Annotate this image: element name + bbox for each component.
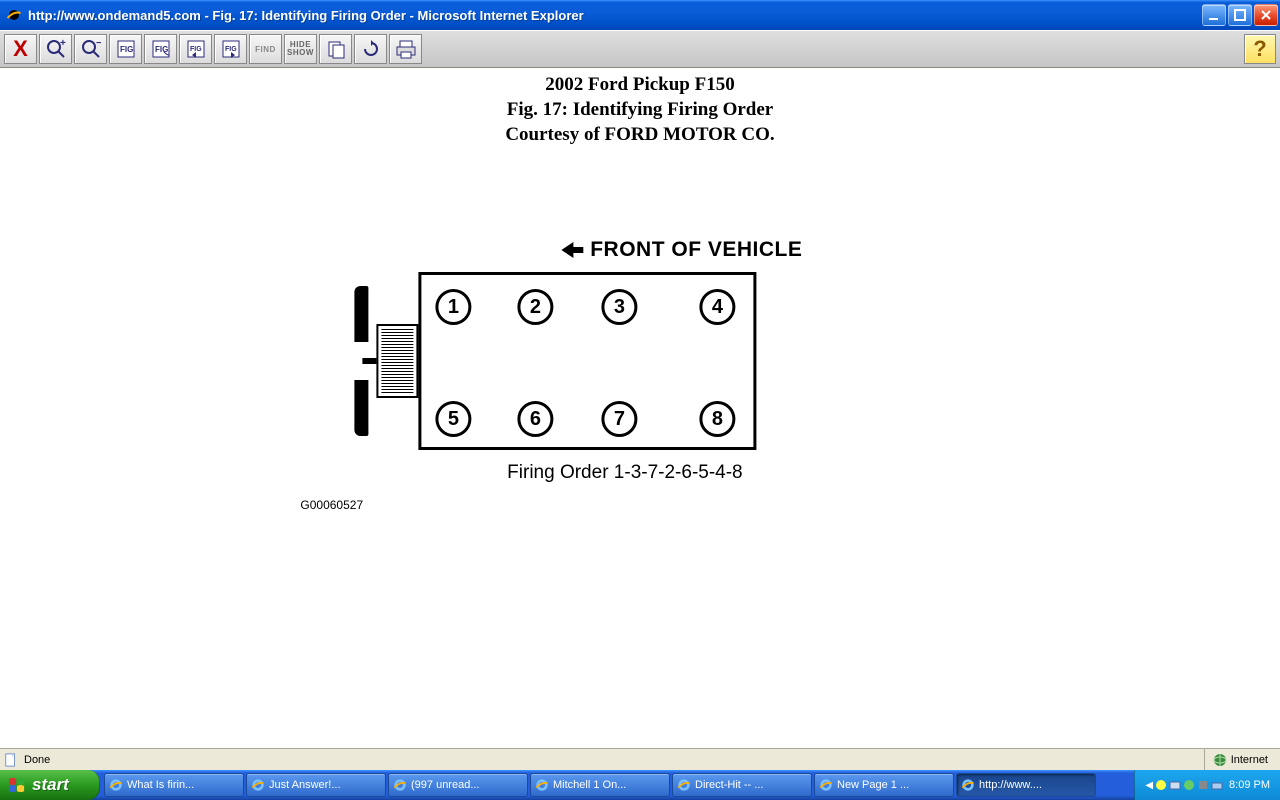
window-title: http://www.ondemand5.com - Fig. 17: Iden… xyxy=(28,8,1200,23)
cylinder-5: 5 xyxy=(435,401,471,437)
firing-order-label: Firing Order 1-3-7-2-6-5-4-8 xyxy=(417,462,832,484)
refresh-button[interactable] xyxy=(354,34,387,64)
fig-button-1[interactable]: FIG xyxy=(109,34,142,64)
firing-order-diagram: FRONT OF VEHICLE 1 2 3 4 5 6 7 8 Firing Order 1… xyxy=(312,238,832,512)
svg-text:FIG: FIG xyxy=(190,46,202,53)
cylinder-7: 7 xyxy=(601,401,637,437)
fig-next-button[interactable]: FIG xyxy=(214,34,247,64)
svg-text:+: + xyxy=(60,39,66,49)
heading-line-2: Fig. 17: Identifying Firing Order xyxy=(0,97,1280,122)
help-button[interactable]: ? xyxy=(1244,34,1276,64)
taskbar-task[interactable]: Just Answer!... xyxy=(246,773,386,797)
taskbar-task[interactable]: http://www.... xyxy=(956,773,1096,797)
zoom-out-button[interactable]: − xyxy=(74,34,107,64)
hide-show-button[interactable]: HIDESHOW xyxy=(284,34,317,64)
cylinder-6: 6 xyxy=(517,401,553,437)
cylinder-1: 1 xyxy=(435,289,471,325)
fan-icon xyxy=(346,286,371,436)
cylinder-4: 4 xyxy=(699,289,735,325)
windows-flag-icon xyxy=(8,777,26,793)
tray-icons: ◀ xyxy=(1145,779,1223,791)
fan-hub xyxy=(376,324,418,398)
taskbar-task[interactable]: Mitchell 1 On... xyxy=(530,773,670,797)
page-heading: 2002 Ford Pickup F150 Fig. 17: Identifyi… xyxy=(0,68,1280,147)
svg-text:FIG: FIG xyxy=(120,45,133,54)
left-arrow-icon xyxy=(562,242,584,258)
fig-prev-button[interactable]: FIG xyxy=(179,34,212,64)
system-tray: ◀ 8:09 PM xyxy=(1134,770,1280,800)
find-button[interactable]: FIND xyxy=(249,34,282,64)
engine-block: 1 2 3 4 5 6 7 8 xyxy=(368,266,832,456)
toolbar: X + − FIG FIG FIG FIG FIND HIDESHOW ? xyxy=(0,30,1280,68)
heading-line-3: Courtesy of FORD MOTOR CO. xyxy=(0,122,1280,147)
status-done: Done xyxy=(24,754,50,766)
taskbar-task[interactable]: (997 unread... xyxy=(388,773,528,797)
start-button[interactable]: start xyxy=(0,770,100,800)
copy-button[interactable] xyxy=(319,34,352,64)
tool-close-button[interactable]: X xyxy=(4,34,37,64)
cylinder-block: 1 2 3 4 5 6 7 8 xyxy=(418,272,756,450)
svg-text:FIG: FIG xyxy=(155,45,168,54)
taskbar-task[interactable]: Direct-Hit -- ... xyxy=(672,773,812,797)
window-close-button[interactable] xyxy=(1254,4,1278,26)
taskbar-tasks: What Is firin...Just Answer!...(997 unre… xyxy=(100,770,1134,800)
zoom-in-button[interactable]: + xyxy=(39,34,72,64)
taskbar-task[interactable]: What Is firin... xyxy=(104,773,244,797)
ie-icon xyxy=(6,7,22,23)
document-id: G00060527 xyxy=(300,498,832,512)
svg-text:−: − xyxy=(96,39,101,49)
print-button[interactable] xyxy=(389,34,422,64)
taskbar-clock: 8:09 PM xyxy=(1229,779,1270,791)
taskbar: start What Is firin...Just Answer!...(99… xyxy=(0,770,1280,800)
heading-line-1: 2002 Ford Pickup F150 xyxy=(0,72,1280,97)
fig-hand-button[interactable]: FIG xyxy=(144,34,177,64)
content-area: 2002 Ford Pickup F150 Fig. 17: Identifyi… xyxy=(0,68,1280,748)
svg-text:FIG: FIG xyxy=(225,46,237,53)
front-of-vehicle-label: FRONT OF VEHICLE xyxy=(312,238,832,262)
statusbar: Done Internet xyxy=(0,748,1280,770)
taskbar-task[interactable]: New Page 1 ... xyxy=(814,773,954,797)
internet-zone-icon xyxy=(1213,753,1227,767)
page-icon xyxy=(4,753,18,767)
cylinder-3: 3 xyxy=(601,289,637,325)
status-zone: Internet xyxy=(1204,749,1276,770)
cylinder-8: 8 xyxy=(699,401,735,437)
cylinder-2: 2 xyxy=(517,289,553,325)
maximize-button[interactable] xyxy=(1228,4,1252,26)
minimize-button[interactable] xyxy=(1202,4,1226,26)
titlebar: http://www.ondemand5.com - Fig. 17: Iden… xyxy=(0,0,1280,30)
